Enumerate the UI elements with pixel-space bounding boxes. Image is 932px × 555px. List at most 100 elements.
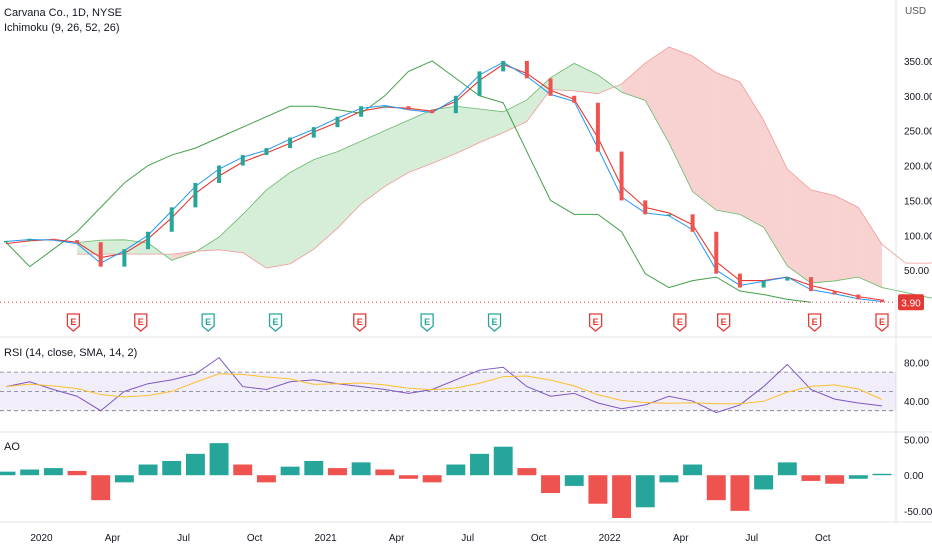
ao-bar (256, 475, 276, 483)
date-tick-label: Apr (105, 533, 121, 544)
ao-bar (777, 462, 797, 476)
indicator-title[interactable]: Ichimoku (9, 26, 52, 26) (4, 22, 120, 34)
cloud-segment-bull (526, 77, 551, 122)
cloud-segment-bear (668, 46, 693, 192)
earnings-marker (487, 313, 502, 332)
earnings-marker-label: E (492, 317, 498, 327)
earnings-marker-label: E (721, 317, 727, 327)
price-tick-label: 200.00 (904, 162, 932, 173)
price-tick-label: 50.00 (904, 266, 929, 277)
price-candle (690, 214, 695, 232)
cloud-segment-bull (219, 214, 243, 253)
price-candle (430, 109, 435, 114)
earnings-marker (420, 313, 434, 332)
date-tick-label: Oct (247, 533, 263, 544)
earnings-marker (201, 313, 215, 332)
cloud-segment-bull (503, 99, 527, 133)
symbol-title[interactable]: Carvana Co., 1D, NYSE (4, 7, 122, 19)
cloud-segment-bear (692, 56, 717, 211)
price-candle (548, 78, 553, 96)
ao-tick-label: 0.00 (904, 471, 924, 482)
ao-bar (659, 475, 679, 483)
cloud-segment-bull (455, 106, 480, 154)
price-tick-label: 150.00 (904, 196, 932, 207)
cloud-segment-bear (621, 63, 646, 101)
cloud-segment-bull (384, 120, 409, 187)
ao-bar (683, 464, 703, 476)
earnings-marker (807, 313, 822, 332)
price-candle (808, 277, 813, 292)
leading-span-a-line (76, 62, 932, 299)
cloud-segment-bull (337, 141, 362, 229)
earnings-marker-label: E (205, 317, 211, 327)
cloud-segment-bull (574, 63, 598, 94)
earnings-marker (268, 313, 283, 332)
cloud-segment-bull (100, 239, 125, 255)
ao-bar (67, 470, 87, 476)
date-tick-label: Jul (745, 533, 758, 544)
price-tick-label: 250.00 (904, 127, 932, 138)
rsi-tick-label: 40.00 (904, 397, 929, 408)
ao-bar (706, 475, 726, 501)
ao-bar (280, 466, 300, 476)
cloud-segment-bull (361, 130, 385, 204)
rsi-ma-line (5, 373, 883, 405)
cloud-segment-bull (266, 172, 291, 269)
ao-bar (730, 475, 750, 511)
price-candle (240, 155, 245, 166)
price-candle (595, 102, 600, 152)
price-candle (288, 137, 293, 149)
price-candle (737, 273, 742, 288)
earnings-marker (353, 313, 367, 332)
ao-bar (754, 475, 774, 490)
ao-bar (872, 473, 892, 476)
last-price-badge (898, 294, 924, 311)
price-candle (311, 127, 316, 138)
chart-title-block: Carvana Co., 1D, NYSE Ichimoku (9, 26, 5… (4, 6, 122, 36)
earnings-marker-label: E (424, 317, 430, 327)
cloud-segment-bull (408, 109, 433, 173)
base-line (5, 63, 883, 301)
price-candle (335, 116, 340, 128)
ao-bar (91, 475, 111, 501)
ao-bar (304, 460, 324, 476)
price-candle (524, 60, 529, 79)
ao-bar (588, 475, 608, 504)
date-tick-label: Oct (531, 533, 547, 544)
ao-bar (801, 475, 821, 481)
earnings-marker (66, 313, 81, 332)
cloud-segment-bear (739, 81, 764, 228)
rsi-line (5, 356, 883, 414)
earnings-marker-label: E (677, 317, 683, 327)
cloud-segment-bull (242, 189, 267, 269)
price-candle (572, 95, 577, 103)
ao-bar (493, 446, 513, 476)
price-candle (146, 231, 151, 250)
cloud-segment-bear (834, 195, 859, 281)
ao-bar (185, 453, 205, 476)
date-tick-label: 2020 (30, 533, 53, 544)
price-candle (643, 200, 648, 215)
ao-tick-label: -50.00 (904, 507, 932, 518)
earnings-marker-label: E (138, 317, 144, 327)
price-candle (359, 106, 364, 117)
cloud-segment-bull (313, 151, 338, 250)
ao-bar (0, 471, 16, 476)
price-candle (264, 148, 269, 156)
ao-bar (470, 453, 489, 476)
earnings-marker (875, 313, 889, 332)
ao-bar (517, 468, 537, 476)
cloud-segment-bull (432, 106, 456, 164)
earnings-marker-label: E (357, 317, 363, 327)
date-tick-label: Apr (673, 533, 689, 544)
rsi-pane-label[interactable]: RSI (14, close, SMA, 14, 2) (4, 347, 138, 359)
date-tick-label: Oct (815, 533, 831, 544)
rsi-tick-label: 80.00 (904, 358, 929, 369)
ao-bar (209, 443, 229, 476)
price-candle (832, 291, 837, 295)
ao-pane-label[interactable]: AO (4, 441, 20, 453)
ao-bar (43, 468, 63, 476)
cloud-segment-bear (645, 46, 669, 143)
